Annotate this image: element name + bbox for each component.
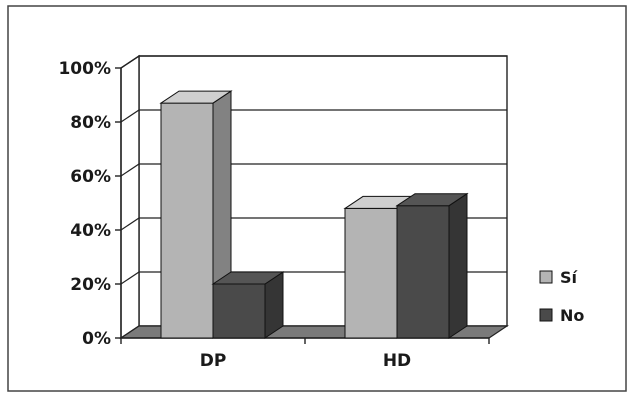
bar-DP-Sí (159, 90, 233, 339)
legend-label: No (560, 306, 584, 325)
bar-top (159, 90, 233, 104)
legend-swatch (539, 308, 553, 322)
y-tick-label: 80% (70, 113, 111, 133)
y-tick-labels: 0% 20% 40% 60% 80% 100% (58, 59, 111, 349)
bar-front (344, 207, 398, 339)
bar-front (160, 102, 214, 339)
gridline (120, 55, 507, 69)
x-tick-label: HD (383, 351, 411, 371)
bar-DP-No (211, 271, 285, 339)
bar-front (212, 283, 266, 339)
bar-top (395, 193, 469, 207)
legend-label: Sí (560, 268, 579, 287)
gridline (120, 109, 507, 123)
legend-swatch (539, 270, 553, 284)
x-tick-label: DP (200, 351, 227, 371)
y-tick-label: 60% (70, 167, 111, 187)
x-tick-labels: DP HD (200, 351, 411, 371)
legend: Sí No (539, 268, 584, 325)
bar-front (396, 205, 450, 339)
bars (159, 90, 469, 339)
bar-side (448, 192, 468, 339)
bar-HD-No (395, 192, 469, 339)
y-tick-label: 0% (82, 329, 111, 349)
bar-top (211, 271, 285, 285)
side-wall-panel (120, 54, 140, 340)
y-tick-label: 100% (58, 59, 111, 79)
gridline (120, 163, 507, 177)
gridlines (120, 55, 507, 285)
y-tick-label: 40% (70, 221, 111, 241)
y-tick-label: 20% (70, 275, 111, 295)
